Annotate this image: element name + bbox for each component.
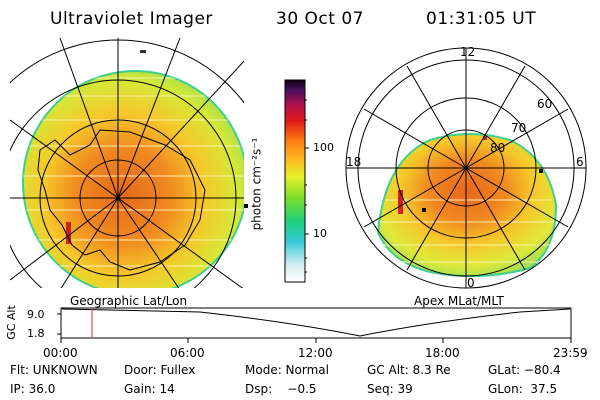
timeline-ticks xyxy=(57,313,572,343)
mlat-label-80: 80 xyxy=(490,141,506,155)
timeline-xtick-0000: 00:00 xyxy=(43,346,78,360)
geographic-image xyxy=(10,38,244,288)
pole-marker xyxy=(244,204,248,208)
timeline-xtick-2359: 23:59 xyxy=(553,346,588,360)
aurora-arc xyxy=(398,190,403,214)
colorbar-label: photon cm⁻²s⁻¹ xyxy=(249,137,264,231)
info-glat: GLat: −80.4 xyxy=(488,363,561,377)
timeline-ytick-high: 9.0 xyxy=(27,308,45,321)
info-seq: Seq: 39 xyxy=(367,382,413,396)
info-mode: Mode: Normal xyxy=(245,363,329,377)
info-gain: Gain: 14 xyxy=(124,382,175,396)
mlt-grid xyxy=(346,48,586,288)
colorbar-ticks xyxy=(305,99,309,273)
info-ip: IP: 36.0 xyxy=(10,382,56,396)
info-door: Door: Fullex xyxy=(124,363,196,377)
colorbar-tick-100: 100 xyxy=(313,141,334,154)
altitude-curve xyxy=(61,308,571,337)
mlt-label-0: 0 xyxy=(467,276,475,290)
colorbar-tick-10: 10 xyxy=(313,227,327,240)
instrument-title: Ultraviolet Imager xyxy=(50,9,213,29)
timeline-xtick-0600: 06:00 xyxy=(170,346,205,360)
mlt-image xyxy=(376,133,558,278)
timeline-ytick-low: 1.8 xyxy=(27,327,45,340)
artifact-mark xyxy=(140,50,146,53)
mlat-label-60: 60 xyxy=(537,97,553,111)
time-label: 01:31:05 UT xyxy=(426,9,537,29)
right-panel-caption: Apex MLat/MLT xyxy=(414,294,504,308)
info-gc-alt: GC Alt: 8.3 Re xyxy=(367,363,451,377)
date-label: 30 Oct 07 xyxy=(276,9,364,29)
info-dsp: Dsp: −0.5 xyxy=(245,382,317,396)
timeline-xtick-1800: 18:00 xyxy=(425,346,460,360)
info-glon: GLon: 37.5 xyxy=(488,382,558,396)
aurora-spot xyxy=(66,222,71,244)
mlt-label-18: 18 xyxy=(346,155,362,169)
left-panel-caption: Geographic Lat/Lon xyxy=(70,294,188,308)
info-flight: Flt: UNKNOWN xyxy=(10,363,98,377)
colorbar xyxy=(284,79,306,283)
mlt-label-6: 6 xyxy=(576,155,584,169)
longitude-grid xyxy=(10,38,244,288)
timeline-ylabel: GC Alt xyxy=(4,305,18,340)
mlat-label-70: 70 xyxy=(511,121,527,135)
timeline-xtick-1200: 12:00 xyxy=(298,346,333,360)
mlt-label-12: 12 xyxy=(460,45,476,59)
timeline-plot xyxy=(60,307,572,339)
pole-marker xyxy=(539,169,543,173)
subsolar-marker xyxy=(422,208,426,212)
aurora-spot xyxy=(483,136,487,140)
